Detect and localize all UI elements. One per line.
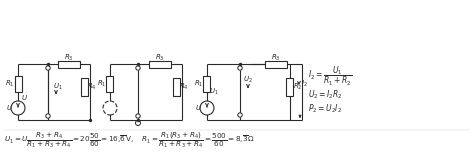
Text: $R_1$: $R_1$ [5,79,15,89]
Text: $U_1 = U\dfrac{R_3 + R_4}{R_1 + R_3 + R_4} = 20\dfrac{50}{60} = 16{,}\overline{6: $U_1 = U\dfrac{R_3 + R_4}{R_1 + R_3 + R_… [4,130,255,150]
Text: $I_2$: $I_2$ [301,79,307,89]
Text: $R_3$: $R_3$ [64,53,74,63]
Bar [265,60,287,68]
Bar [82,78,89,96]
Text: $U$: $U$ [20,93,27,102]
Text: $R_3$: $R_3$ [271,53,281,63]
Text: $R_1$: $R_1$ [194,79,204,89]
Text: $P_2 = U_2 I_2$: $P_2 = U_2 I_2$ [308,103,342,115]
Text: $R_3$: $R_3$ [155,53,165,63]
Text: $R_1$: $R_1$ [97,79,107,89]
Text: $R_4$: $R_4$ [179,82,189,92]
Circle shape [11,101,25,115]
Bar [15,76,21,92]
Bar [149,60,171,68]
Circle shape [238,66,242,70]
Circle shape [103,101,117,115]
Text: $U$: $U$ [6,104,12,112]
Text: $U_2 = I_2 R_2$: $U_2 = I_2 R_2$ [308,89,343,101]
Text: $R_4$: $R_4$ [87,82,97,92]
Bar [107,76,113,92]
Text: $R_2$: $R_2$ [293,82,303,92]
Text: $U_1$: $U_1$ [53,82,63,92]
Circle shape [46,66,50,70]
Text: $I_2 = \dfrac{U_1}{R_1 + R_2}$: $I_2 = \dfrac{U_1}{R_1 + R_2}$ [308,64,353,88]
Text: $U$: $U$ [194,104,201,112]
Circle shape [136,121,140,126]
Text: $U_1$: $U_1$ [209,87,219,97]
Text: $U_2$: $U_2$ [243,75,253,85]
Circle shape [46,114,50,118]
Circle shape [136,66,140,70]
Circle shape [238,113,242,117]
Circle shape [136,114,140,118]
Bar [286,78,293,96]
Bar [203,76,210,92]
Bar [173,78,181,96]
Circle shape [200,101,214,115]
Bar [58,60,80,68]
